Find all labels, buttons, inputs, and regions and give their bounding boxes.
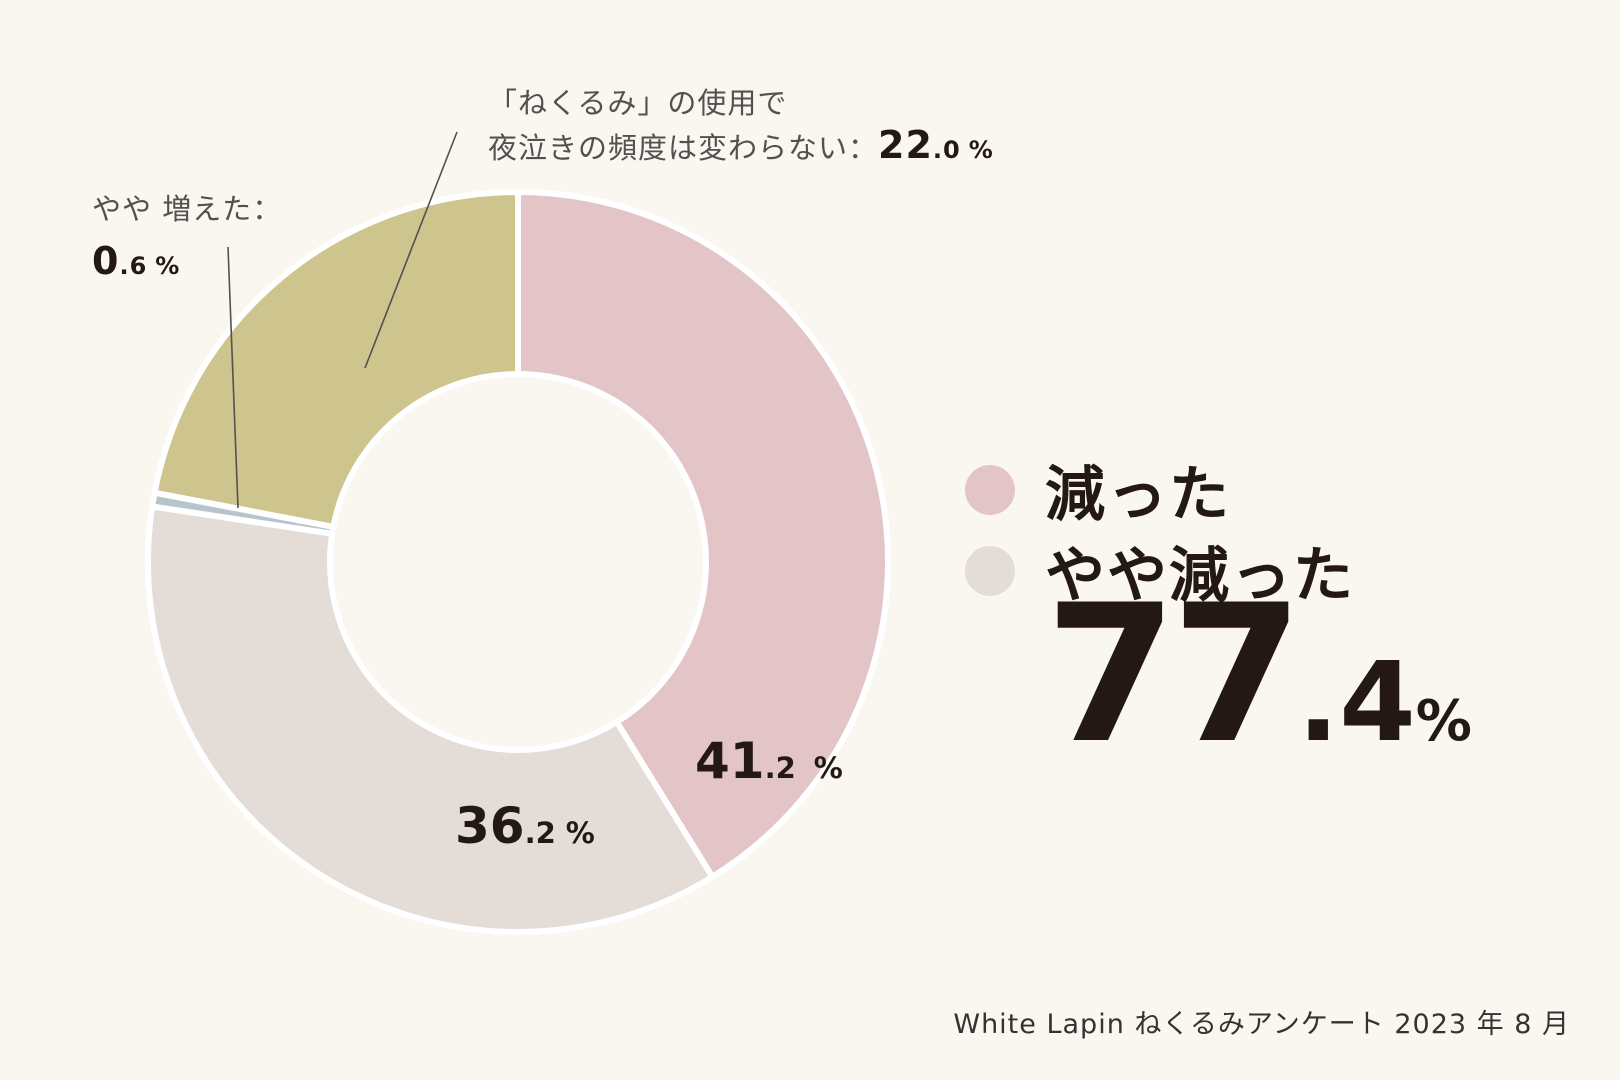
callout-unchanged-text: 夜泣きの頻度は変わらない： bbox=[488, 131, 879, 165]
segment-label-slightly-decreased: 36.2% bbox=[455, 797, 595, 855]
leader-line-slightly-increased bbox=[227, 246, 239, 509]
callout-slight-increase-value: 0.6% bbox=[92, 240, 282, 287]
legend-item-decreased: 減った bbox=[965, 446, 1231, 533]
legend-swatch-decreased bbox=[965, 464, 1015, 515]
segment-label-slightly-decreased-int: 36 bbox=[455, 797, 525, 855]
source-note: White Lapin ねくるみアンケート 2023 年 8 月 bbox=[953, 1009, 1570, 1040]
donut-slice-slightly-decreased bbox=[145, 503, 716, 935]
segment-label-decreased-int: 41 bbox=[695, 732, 765, 790]
callout-unchanged-line1: 「ねくるみ」の使用で bbox=[488, 86, 788, 120]
callout-slight-increase-label: やや 増えた： bbox=[92, 192, 283, 226]
callout-unchanged-int: 22 bbox=[878, 123, 933, 167]
callout-slight-increase: やや 増えた： 0.6% bbox=[92, 188, 282, 287]
leader-line-unchanged bbox=[364, 131, 458, 369]
segment-label-decreased-unit: % bbox=[813, 751, 843, 785]
callout-slight-increase-int: 0 bbox=[92, 239, 120, 283]
segment-label-slightly-decreased-dec: .2 bbox=[524, 816, 556, 850]
segment-label-decreased: 41.2% bbox=[695, 732, 843, 790]
callout-slight-increase-dec: .6 bbox=[119, 252, 148, 280]
total-int: 77 bbox=[1045, 564, 1303, 785]
callout-unchanged-line2: 夜泣きの頻度は変わらない：22.0% bbox=[488, 124, 994, 171]
segment-label-slightly-decreased-unit: % bbox=[565, 816, 595, 850]
legend-swatch-slightly-decreased bbox=[965, 545, 1015, 596]
legend-item-slightly-decreased: やや減った bbox=[965, 527, 1355, 614]
callout-unchanged: 「ねくるみ」の使用で 夜泣きの頻度は変わらない：22.0% bbox=[488, 82, 994, 171]
donut-chart bbox=[145, 131, 891, 935]
total-unit: % bbox=[1415, 689, 1472, 754]
segment-label-decreased-dec: .2 bbox=[764, 751, 796, 785]
legend-label-slightly-decreased: やや減った bbox=[1045, 541, 1355, 611]
legend-label-decreased: 減った bbox=[1045, 460, 1231, 530]
donut-slice-decreased bbox=[515, 189, 891, 880]
donut-slice-unchanged bbox=[151, 189, 521, 530]
total-percentage: 77.4% bbox=[1045, 580, 1472, 770]
callout-slight-increase-unit: % bbox=[155, 252, 181, 280]
callout-unchanged-dec: .0 bbox=[932, 136, 961, 164]
total-dec: .4 bbox=[1297, 638, 1416, 766]
callout-unchanged-unit: % bbox=[968, 136, 994, 164]
